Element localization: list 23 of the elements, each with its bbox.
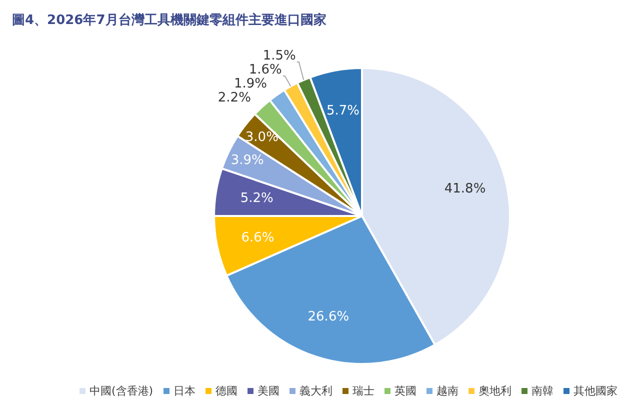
legend-label: 美國 [258, 384, 280, 398]
data-label: 41.8% [444, 181, 486, 196]
data-label: 26.6% [308, 310, 350, 325]
legend-label: 瑞士 [352, 384, 374, 398]
data-label: 5.7% [326, 104, 360, 119]
legend-label: 英國 [394, 384, 416, 398]
legend-label: 德國 [216, 384, 238, 398]
legend-label: 其他國家 [574, 384, 618, 398]
data-label: 1.6% [248, 62, 282, 78]
legend-label: 南韓 [532, 384, 554, 398]
legend-label: 越南 [436, 384, 458, 398]
legend-label: 日本 [174, 384, 196, 398]
data-label: 1.9% [234, 76, 267, 92]
data-label: 3.9% [230, 153, 264, 168]
legend-label: 奧地利 [478, 384, 512, 398]
legend-label: 義大利 [300, 384, 332, 398]
data-label: 3.0% [245, 130, 278, 145]
legend-label: 中國(含香港) [90, 384, 154, 398]
data-label: 5.2% [240, 191, 274, 206]
data-label: 1.5% [262, 48, 296, 64]
data-label: 6.6% [241, 230, 274, 246]
data-label: 2.2% [218, 90, 251, 106]
chart-title: 圖4、2026年7月台灣工具機關鍵零組件主要進口國家 [12, 12, 326, 28]
